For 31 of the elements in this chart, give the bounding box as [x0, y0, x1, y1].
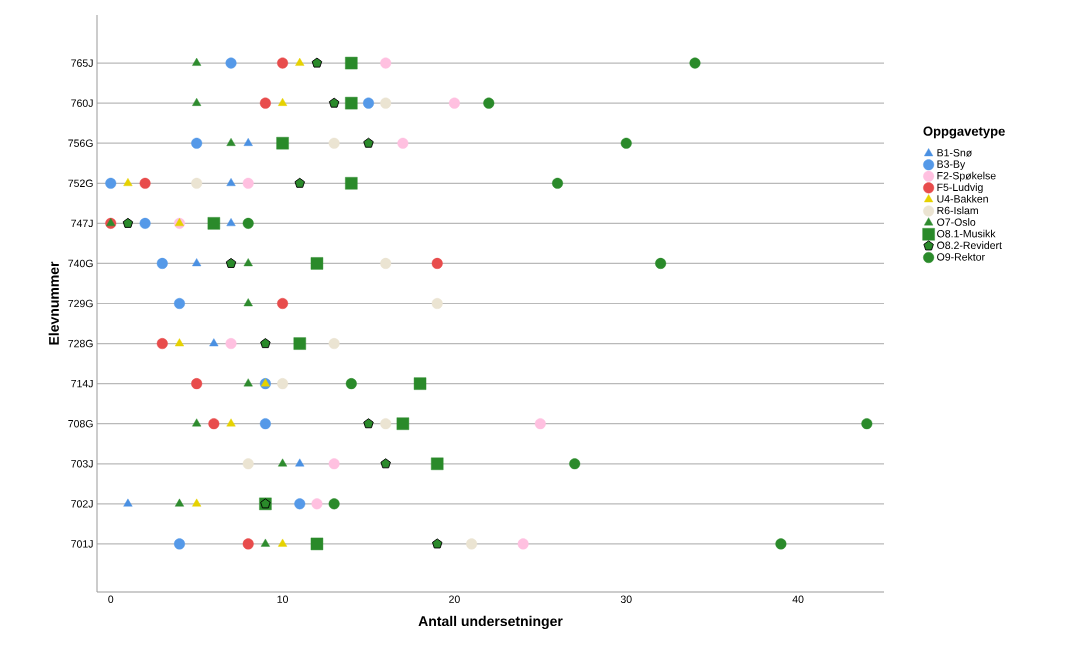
y-axis-title: Elevnummer: [48, 261, 59, 345]
y-tick-label: 747J: [71, 219, 93, 228]
y-tick-label: 701J: [71, 540, 93, 548]
legend-label: F2-Spøkelse: [937, 171, 996, 182]
legend-label: B1-Snø: [937, 149, 972, 157]
y-tick-label: 765J: [71, 59, 93, 67]
y-tick-label: 728G: [68, 339, 93, 348]
y-tick-label: 740G: [68, 259, 93, 268]
y-tick-label: 702J: [71, 500, 93, 508]
y-tick-label: 756G: [68, 139, 93, 147]
y-tick-label: 703J: [71, 460, 93, 468]
y-tick-label: 714J: [71, 379, 93, 388]
x-tick-label: 10: [277, 595, 289, 603]
y-tick-label: 729G: [68, 299, 93, 308]
legend-label: R6-Islam: [937, 206, 978, 215]
legend-label: U4-Bakken: [937, 194, 988, 203]
x-axis-title: Antall undersetninger: [418, 615, 563, 629]
legend-label: O9-Rektor: [937, 252, 985, 261]
legend-label: F5-Ludvig: [937, 183, 983, 194]
legend-label: O8.2-Revidert: [937, 241, 1002, 250]
y-tick-label: 752G: [68, 179, 93, 188]
x-tick-label: 40: [792, 595, 804, 603]
x-tick-label: 30: [620, 595, 632, 603]
y-tick-label: 760J: [71, 99, 93, 107]
legend-title: Oppgavetype: [923, 126, 1005, 139]
x-tick-label: 20: [449, 595, 460, 603]
legend-label: O8.1-Musikk: [937, 229, 996, 238]
x-tick-label: 0: [108, 595, 114, 603]
legend-label: B3-By: [937, 160, 966, 170]
legend-label: O7-Oslo: [937, 218, 976, 226]
y-tick-label: 708G: [68, 420, 93, 428]
